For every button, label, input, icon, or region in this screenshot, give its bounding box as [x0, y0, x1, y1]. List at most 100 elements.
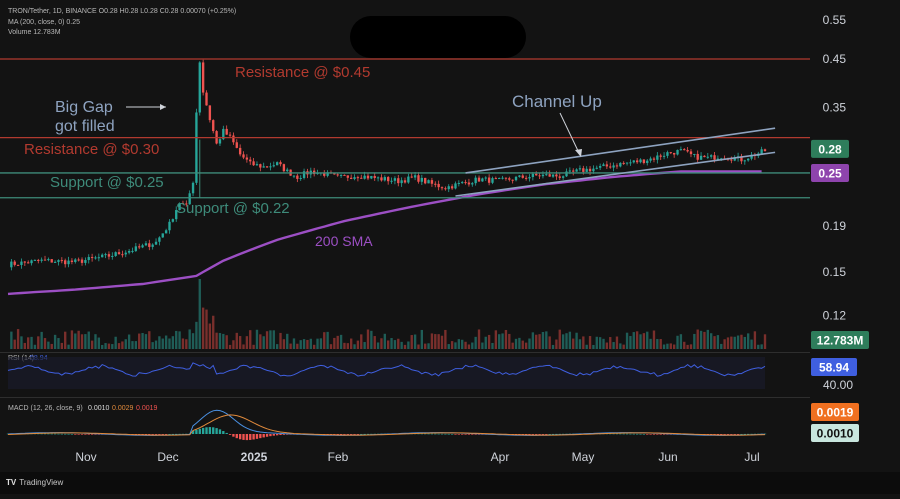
volume-bar	[629, 336, 632, 349]
candle	[104, 254, 107, 256]
candle	[706, 156, 709, 158]
volume-bar	[376, 342, 380, 349]
candle	[622, 162, 625, 164]
volume-bar	[286, 333, 289, 349]
macd-hist-bar	[642, 433, 646, 435]
volume-bar	[699, 330, 703, 349]
candle	[161, 233, 164, 238]
candle	[390, 180, 393, 182]
volume-bar	[23, 342, 26, 349]
candle	[572, 170, 575, 172]
volume-bar	[360, 334, 363, 349]
macd-hist-bar	[450, 433, 454, 435]
volume-bar	[656, 339, 659, 349]
volume-bar	[511, 342, 514, 349]
macd-hist-bar	[70, 433, 74, 435]
candle	[208, 105, 212, 121]
candle	[326, 172, 329, 176]
volume-bar	[531, 332, 535, 349]
symbol-header[interactable]: TRON/Tether, 1D, BINANCE O0.28 H0.28 L0.…	[8, 8, 237, 15]
candle	[494, 178, 498, 180]
volume-header[interactable]: Volume 12.783M	[8, 29, 61, 36]
candle	[545, 174, 548, 176]
candle	[561, 176, 565, 178]
candle	[286, 169, 289, 172]
volume-bar	[598, 337, 602, 349]
macd-hist-bar	[558, 433, 561, 435]
macd-hist-bar	[763, 433, 767, 435]
gap-arrow-head	[160, 104, 166, 110]
candle	[595, 167, 598, 169]
candle	[195, 112, 198, 183]
big-gap-label-line2: got filled	[55, 118, 115, 135]
volume-bar	[410, 335, 413, 349]
candle	[464, 182, 467, 184]
candle	[410, 176, 413, 178]
candle	[434, 183, 437, 185]
volume-bar	[612, 342, 615, 349]
volume-bar	[242, 344, 245, 349]
volume-bar	[605, 342, 609, 349]
volume-bar	[141, 332, 144, 349]
volume-bar	[565, 333, 568, 349]
volume-bar	[346, 343, 349, 349]
macd-hist-bar	[90, 434, 94, 435]
macd-hist-bar	[181, 433, 185, 435]
candle	[454, 183, 457, 189]
pane-separator-rsi[interactable]	[0, 352, 810, 353]
volume-bar	[195, 321, 198, 349]
volume-bar	[632, 332, 635, 349]
macd-hist-bar	[151, 434, 154, 435]
candle	[175, 210, 178, 220]
volume-bar	[545, 331, 548, 349]
candle	[407, 176, 410, 183]
volume-bar	[753, 331, 757, 349]
macd-hist-bar	[471, 434, 474, 435]
volume-bar	[43, 338, 47, 349]
volume-bar	[40, 331, 43, 349]
candle	[47, 259, 50, 261]
volume-bar	[64, 331, 67, 349]
price-axis-tick: 0.12	[823, 308, 847, 322]
macd-hist-bar	[541, 434, 545, 435]
candle	[666, 152, 669, 156]
macd-hist-bar	[47, 433, 50, 435]
channel-arrow-head	[575, 149, 582, 157]
time-axis-label: Apr	[491, 450, 510, 464]
volume-bar	[127, 334, 131, 349]
volume-bar	[508, 333, 511, 349]
volume-bar	[447, 344, 450, 349]
volume-bar	[225, 335, 228, 349]
candle	[259, 164, 262, 168]
macd-header-macd: 0.0010	[88, 405, 110, 412]
macd-hist-bar	[632, 433, 635, 435]
macd-hist-bar	[269, 434, 272, 437]
candle	[296, 175, 299, 179]
candle	[114, 252, 117, 256]
ma-header[interactable]: MA (200, close, 0) 0.25	[8, 19, 80, 26]
candle	[27, 262, 30, 264]
macd-hist-bar	[215, 428, 218, 434]
volume-bar	[107, 343, 111, 349]
candle	[279, 162, 282, 165]
macd-hist-bar	[286, 434, 289, 435]
volume-bar	[709, 333, 713, 349]
macd-hist-bar	[343, 434, 346, 435]
macd-hist-bar	[740, 433, 743, 435]
macd-signal-tag: 0.0019	[817, 406, 854, 420]
macd-hist-bar	[262, 434, 265, 438]
candle	[222, 128, 225, 140]
macd-header-hist: 0.0019	[136, 405, 158, 412]
volume-bar	[336, 335, 339, 349]
candle	[10, 261, 13, 268]
macd-hist-bar	[646, 434, 649, 435]
macd-line	[7, 409, 766, 436]
macd-hist-bar	[363, 433, 366, 435]
volume-bar	[218, 333, 222, 349]
candle	[672, 152, 676, 155]
tradingview-logo[interactable]: TV TradingView	[6, 478, 64, 487]
candle	[481, 178, 484, 182]
candle	[370, 176, 373, 179]
pane-separator-macd[interactable]	[0, 397, 810, 398]
